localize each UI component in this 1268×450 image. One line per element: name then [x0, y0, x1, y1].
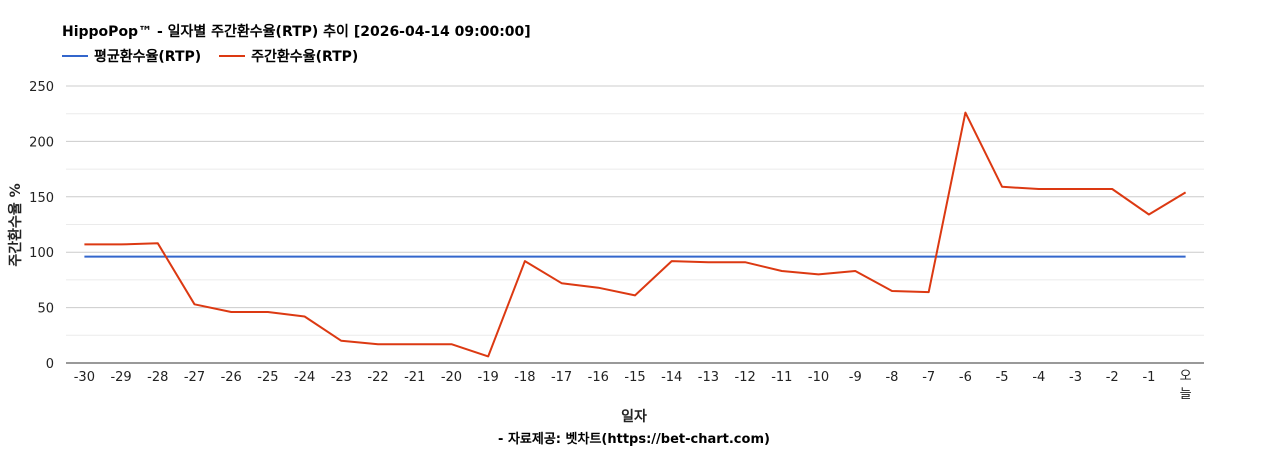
x-tick-label: -22 [367, 370, 388, 385]
x-tick-label: -10 [808, 370, 829, 385]
x-tick-label: -23 [331, 370, 352, 385]
x-tick-label: -8 [885, 370, 898, 385]
legend-swatch-average [62, 55, 88, 57]
x-tick-label: -9 [849, 370, 862, 385]
legend-swatch-weekly [219, 55, 246, 57]
legend-item-weekly[interactable]: 주간환수율(RTP) [219, 46, 358, 66]
x-tick-label: -14 [661, 370, 682, 385]
x-tick-label: -26 [221, 370, 242, 385]
x-tick-label: -17 [551, 370, 572, 385]
x-tick-label: -27 [184, 370, 205, 385]
y-tick-label: 250 [29, 80, 54, 95]
series-lines [84, 111, 1187, 358]
chart-title: HippoPop™ - 일자별 주간환수율(RTP) 추이 [2026-04-1… [62, 24, 531, 40]
series-line-weekly [84, 111, 1187, 358]
x-tick-label: -4 [1032, 370, 1045, 385]
source-note: - 자료제공: 벳차트(https://bet-chart.com) [498, 432, 770, 447]
x-tick-label: -18 [514, 370, 535, 385]
x-tick-label: -1 [1142, 370, 1155, 385]
legend-label-average: 평균환수율(RTP) [94, 49, 202, 65]
y-tick-label: 0 [46, 357, 54, 372]
x-tick-label: -24 [294, 370, 315, 385]
x-tick-label: -7 [922, 370, 935, 385]
legend: 평균환수율(RTP) 주간환수율(RTP) [62, 46, 376, 66]
x-tick-label: -12 [735, 370, 756, 385]
x-tick-label: -21 [404, 370, 425, 385]
x-tick-label: -6 [959, 370, 972, 385]
y-tick-label: 100 [29, 246, 54, 261]
y-tick-label: 150 [29, 191, 54, 206]
x-tick-label: -2 [1106, 370, 1119, 385]
legend-item-average[interactable]: 평균환수율(RTP) [62, 46, 201, 66]
x-tick-label: -29 [110, 370, 131, 385]
y-tick-label: 200 [29, 135, 54, 150]
x-tick-label: -11 [771, 370, 792, 385]
legend-label-weekly: 주간환수율(RTP) [251, 49, 359, 65]
x-axis: -30 -29 -28 -27 -26 -25 -24 -23 -22 -21 -20 -19 -18 -… [74, 369, 1192, 402]
x-tick-label: -5 [996, 370, 1009, 385]
grid [66, 85, 1204, 364]
y-axis-title: 주간환수율 % [7, 183, 24, 266]
x-tick-label: -3 [1069, 370, 1082, 385]
y-tick-label: 50 [37, 302, 54, 317]
x-tick-label: -30 [74, 370, 95, 385]
y-axis: 0 50 100 150 200 250 [29, 80, 54, 372]
x-tick-label: -16 [588, 370, 609, 385]
x-tick-label: -20 [441, 370, 462, 385]
x-tick-label: -28 [147, 370, 168, 385]
x-tick-label: -13 [698, 370, 719, 385]
x-tick-label: -19 [478, 370, 499, 385]
x-tick-label: -15 [624, 370, 645, 385]
x-tick-label: -25 [257, 370, 278, 385]
x-axis-title: 일자 [621, 409, 647, 425]
